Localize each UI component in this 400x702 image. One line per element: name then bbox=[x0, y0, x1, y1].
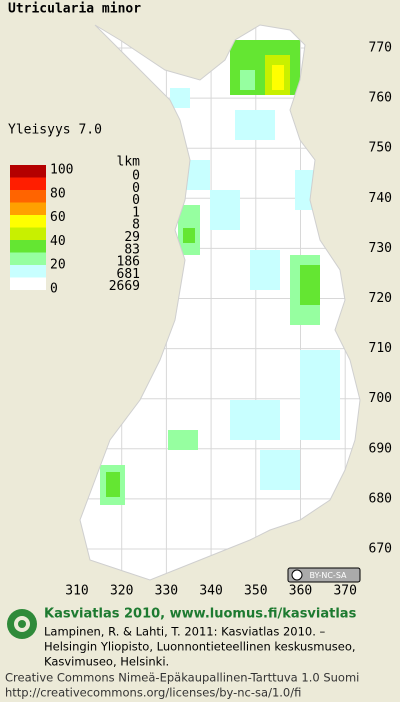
legend-swatch bbox=[10, 252, 46, 265]
class-count: 2669 bbox=[109, 279, 140, 294]
easting-label: 370 bbox=[333, 584, 356, 599]
class-count: 0 bbox=[132, 181, 140, 196]
easting-label: 340 bbox=[199, 584, 222, 599]
license-line: Creative Commons Nimeä-Epäkaupallinen-Ta… bbox=[5, 671, 359, 685]
legend-label: 40 bbox=[50, 234, 66, 249]
legend-swatch bbox=[10, 202, 46, 215]
count-header: lkm bbox=[117, 155, 141, 170]
northing-label: 730 bbox=[369, 241, 392, 256]
frequency-index: Yleisyys 7.0 bbox=[8, 123, 102, 138]
northing-label: 700 bbox=[369, 391, 392, 406]
class-count: 0 bbox=[132, 169, 140, 184]
legend-swatch bbox=[10, 265, 46, 278]
easting-label: 310 bbox=[65, 584, 88, 599]
cc-badge: BY-NC-SA bbox=[287, 567, 361, 583]
northing-label: 770 bbox=[369, 41, 392, 56]
legend-swatch bbox=[10, 227, 46, 240]
license-badge: BY-NC-SA bbox=[309, 571, 347, 580]
legend-swatch bbox=[10, 277, 46, 290]
class-count: 0 bbox=[132, 193, 140, 208]
species-title: Utricularia minor bbox=[8, 2, 141, 17]
northing-label: 720 bbox=[369, 291, 392, 306]
northing-label: 680 bbox=[369, 491, 392, 506]
class-count: 681 bbox=[117, 267, 140, 282]
footer-heading: Kasviatlas 2010, www.luomus.fi/kasviatla… bbox=[44, 607, 357, 622]
legend-label: 80 bbox=[50, 186, 66, 201]
northing-label: 710 bbox=[369, 341, 392, 356]
citation-line: Helsingin Yliopisto, Luonnontieteellinen… bbox=[44, 640, 356, 654]
northing-label: 740 bbox=[369, 191, 392, 206]
class-count: 8 bbox=[132, 218, 140, 233]
legend-label: 0 bbox=[50, 282, 58, 297]
easting-label: 320 bbox=[110, 584, 133, 599]
occurrence-squares bbox=[100, 40, 340, 505]
legend-swatch bbox=[10, 177, 46, 190]
citation-line: Lampinen, R. & Lahti, T. 2011: Kasviatla… bbox=[44, 625, 326, 639]
legend-swatch bbox=[10, 215, 46, 228]
legend-swatch bbox=[10, 240, 46, 253]
legend-swatch bbox=[10, 165, 46, 178]
legend-label: 20 bbox=[50, 258, 66, 273]
northing-label: 670 bbox=[369, 542, 392, 557]
class-count: 29 bbox=[124, 230, 140, 245]
class-count: 186 bbox=[117, 255, 140, 270]
legend-swatch bbox=[10, 190, 46, 203]
easting-label: 330 bbox=[155, 584, 178, 599]
northing-label: 750 bbox=[369, 141, 392, 156]
license-line: http://creativecommons.org/licenses/by-n… bbox=[5, 686, 301, 700]
citation-line: Kasvimuseo, Helsinki. bbox=[44, 655, 169, 669]
easting-label: 360 bbox=[289, 584, 312, 599]
northing-label: 690 bbox=[369, 441, 392, 456]
legend-label: 100 bbox=[50, 163, 73, 178]
legend-label: 60 bbox=[50, 210, 66, 225]
northing-label: 760 bbox=[369, 91, 392, 106]
class-count: 1 bbox=[132, 205, 140, 220]
kasviatlas-logo bbox=[7, 609, 37, 639]
class-count: 83 bbox=[124, 242, 140, 257]
easting-label: 350 bbox=[244, 584, 267, 599]
